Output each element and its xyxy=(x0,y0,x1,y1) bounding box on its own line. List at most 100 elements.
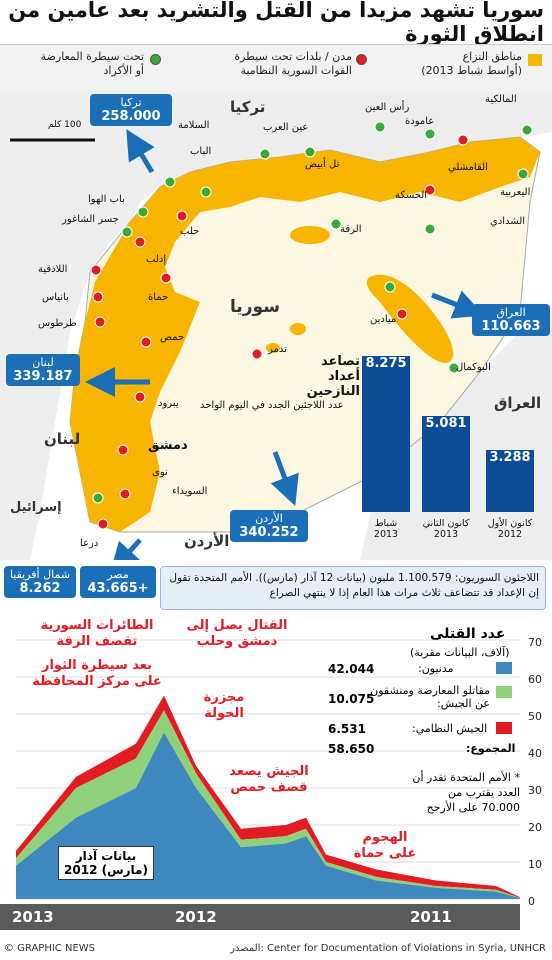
city-11: جسر الشاغور xyxy=(62,214,119,225)
x-label-2012: 2012 xyxy=(175,908,217,926)
casualties-chart: عدد القتلى (آلاف، البيانات مقربة) 42.044… xyxy=(0,614,552,960)
city-19: طرطوس xyxy=(38,318,77,329)
city-20: ميادين xyxy=(370,314,397,325)
army-value: 6.531 xyxy=(328,722,366,736)
anno-5: الهجوم على حماة xyxy=(353,830,417,861)
x-label-2013: 2013 xyxy=(12,908,54,926)
refugees-north-africa: شمال أفريقيا 8.262 xyxy=(4,566,76,598)
refugee-bar-label-1: كانون الثاني 2013 xyxy=(422,518,470,540)
opposition-dot xyxy=(150,54,161,65)
y-tick-0: 0 xyxy=(528,895,535,908)
city-13: الرقة xyxy=(340,224,362,235)
anno-1: القتال يصل إلى دمشق وحلب xyxy=(186,618,288,649)
city-25: دمشق xyxy=(148,438,188,453)
refugee-bar-2: 3.288 xyxy=(486,450,534,512)
city-23: البوكمال xyxy=(456,362,491,373)
city-12: حلب xyxy=(180,226,200,237)
y-tick-40: 40 xyxy=(528,747,542,760)
series-b xyxy=(16,710,520,899)
legend-conflict: مناطق النزاع (أواسط شباط 2013) xyxy=(421,50,522,77)
city-15: اللاذقية xyxy=(38,264,68,275)
city-27: السويداء xyxy=(172,486,208,497)
refugee-bar-label-2: كانون الأول 2012 xyxy=(487,518,533,540)
series-c xyxy=(16,695,520,898)
legend: مناطق النزاع (أواسط شباط 2013) مدن / بلد… xyxy=(0,44,552,94)
city-3: السلامة xyxy=(178,120,210,131)
total-value: 58.650 xyxy=(328,742,375,756)
timeline-bar xyxy=(0,904,520,930)
city-16: إدلب xyxy=(146,254,167,265)
y-tick-50: 50 xyxy=(528,710,542,723)
total-label: المجموع: xyxy=(466,742,516,755)
civilians-value: 42.044 xyxy=(328,662,375,676)
city-7: القامشلي xyxy=(448,162,488,173)
country-jordan: الأردن xyxy=(184,532,230,550)
refugee-bar-0: 8.275 xyxy=(362,356,410,512)
city-2: عامودة xyxy=(405,116,435,127)
y-tick-60: 60 xyxy=(528,673,542,686)
un-note: * الأمم المتحدة تقدر أن العدد يقترب من 7… xyxy=(412,771,520,814)
city-0: المالكية xyxy=(485,94,517,105)
y-tick-70: 70 xyxy=(528,636,542,649)
legend-subtitle: (آلاف، البيانات مقربة) xyxy=(410,646,510,659)
arrows xyxy=(85,129,484,560)
growth-title: تصاعد أعداد النازحين xyxy=(306,354,360,399)
city-10: باب الهوا xyxy=(88,194,125,205)
source: المصدر: Center for Documentation of Viol… xyxy=(230,943,546,954)
anno-4: الجيش يصعد قصف حمص xyxy=(229,764,309,795)
city-21: حمص xyxy=(160,332,185,343)
civilians-label: مدنيون: xyxy=(418,662,454,675)
anno-0: الطائرات السورية تقصف الرقة xyxy=(40,618,154,649)
growth-subtitle: عدد اللاجئين الجدد في اليوم الواحد xyxy=(200,400,344,411)
regime-dot xyxy=(356,54,367,65)
refugee-bar-label-0: شباط 2013 xyxy=(373,518,399,540)
rebels-swatch xyxy=(496,686,512,698)
legend-regime: مدن / بلدات تحت سيطرة القوات السورية الن… xyxy=(234,50,352,77)
country-turkey: تركيا xyxy=(230,98,266,116)
refugees-egypt: مصر 43.665+ xyxy=(80,566,156,598)
city-26: نوى xyxy=(152,467,168,478)
city-dots xyxy=(90,121,533,530)
refugee-bar-1: 5.081 xyxy=(422,416,470,512)
refugees-turkey: تركيا 258.000 xyxy=(90,94,172,126)
city-1: رأس العين xyxy=(365,102,410,113)
city-28: درعا xyxy=(80,538,99,549)
city-17: بانياس xyxy=(42,292,69,303)
country-syria: سوريا xyxy=(230,297,280,317)
city-22: تدمر xyxy=(268,344,287,355)
legend-opposition: تحت سيطرة المعارضة أو الأكراد xyxy=(40,50,144,77)
credit: © GRAPHIC NEWS xyxy=(4,943,96,954)
city-9: الحسكة xyxy=(395,190,428,201)
country-lebanon: لبنان xyxy=(44,430,81,448)
country-iraq: العراق xyxy=(494,394,542,412)
city-24: يبرود xyxy=(158,398,179,409)
army-label: الجيش النظامي: xyxy=(412,722,488,735)
refugees-lebanon: لبنان 339.187 xyxy=(6,354,80,386)
anno-3: مجزرة الحولة xyxy=(203,690,245,721)
rebels-value: 10.075 xyxy=(328,692,375,706)
y-tick-30: 30 xyxy=(528,784,542,797)
conflict-swatch xyxy=(528,54,542,66)
footer: © GRAPHIC NEWS المصدر: Center for Docume… xyxy=(0,940,552,960)
civilians-swatch xyxy=(496,662,512,674)
refugees-jordan: الأردن 340.252 xyxy=(230,510,308,542)
page-title: سوريا تشهد مزيداً من القتل والتشريد بعد … xyxy=(8,0,544,46)
city-6: تل أبيض xyxy=(305,159,340,170)
rebels-label: مقاتلو المعارضة ومنشقون عن الجيش: xyxy=(370,684,490,710)
city-18: حماة xyxy=(148,292,169,303)
city-14: الشدادي xyxy=(490,216,526,227)
map: 100 كلم تركيا سوريا العراق لبنان الأردن … xyxy=(0,92,552,598)
legend-title: عدد القتلى xyxy=(430,626,506,642)
country-israel: إسرائيل xyxy=(10,500,62,515)
refugees-iraq: العراق 110.663 xyxy=(472,304,550,336)
city-5: الباب xyxy=(190,146,212,157)
army-swatch xyxy=(496,722,512,734)
y-tick-10: 10 xyxy=(528,858,542,871)
data-note: بيانات آذار (مارس) 2012 xyxy=(58,846,154,880)
city-8: اليعربية xyxy=(500,187,531,198)
info-bar: اللاجئون السوريون: 1.100.579 مليون (بيان… xyxy=(0,562,552,614)
x-label-2011: 2011 xyxy=(410,908,452,926)
info-text: اللاجئون السوريون: 1.100.579 مليون (بيان… xyxy=(160,566,546,610)
anno-2: بعد سيطرة الثوار على مركز المحافظة xyxy=(32,658,162,689)
scale-label: 100 كلم xyxy=(48,120,82,130)
